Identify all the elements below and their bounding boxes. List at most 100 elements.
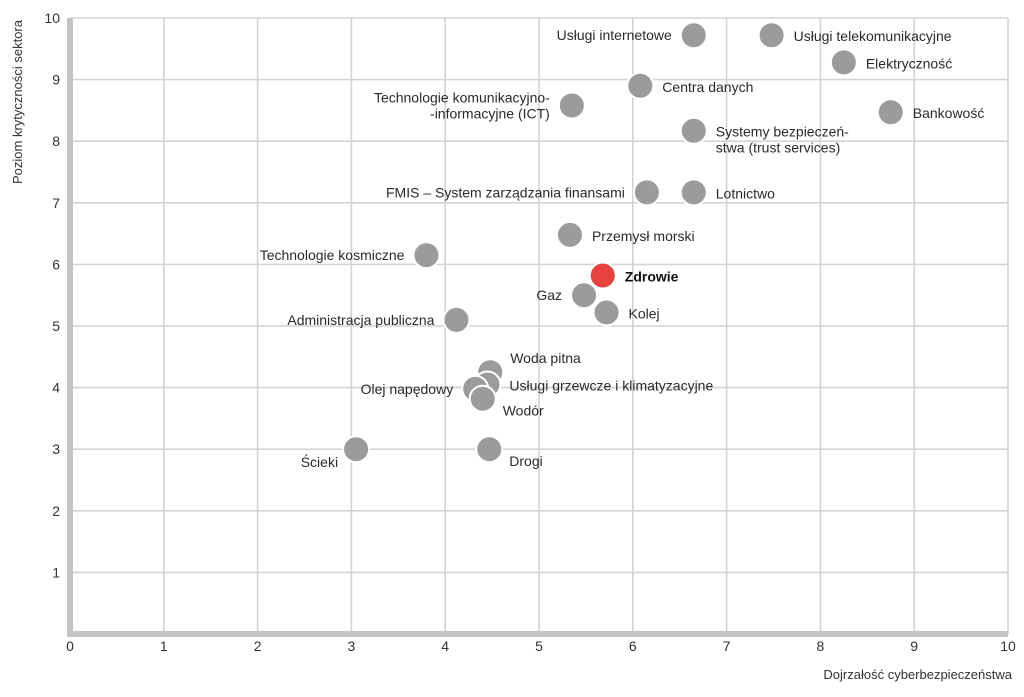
x-tick-label: 0 (66, 638, 74, 654)
y-axis-label: Poziom krytyczności sektora (10, 19, 25, 184)
point-marker (592, 298, 621, 327)
data-point: Gaz (536, 281, 599, 310)
x-tick-label: 6 (629, 638, 637, 654)
point-label-line: Drogi (509, 453, 542, 469)
point-label: Technologie komunikacyjno--informacyjne … (374, 89, 550, 121)
point-label: Drogi (509, 453, 542, 469)
point-label: FMIS – System zarządzania finansami (386, 184, 625, 200)
data-point: FMIS – System zarządzania finansami (386, 178, 661, 207)
point-label: Woda pitna (510, 350, 581, 366)
point-label-line: -informacyjne (ICT) (430, 105, 550, 121)
point-label-line: Zdrowie (625, 268, 679, 284)
point-marker (757, 21, 786, 50)
highlight-point-marker (588, 261, 617, 290)
point-label: Zdrowie (625, 268, 679, 284)
point-marker (412, 241, 441, 270)
x-tick-label: 4 (441, 638, 449, 654)
point-label-line: Technologie kosmiczne (260, 247, 405, 263)
y-tick-label: 9 (52, 72, 60, 88)
point-label: Technologie kosmiczne (260, 247, 405, 263)
point-label-line: Systemy bezpieczeń- (716, 124, 849, 140)
point-marker (342, 435, 371, 464)
point-marker (442, 305, 471, 334)
point-label-line: Administracja publiczna (287, 312, 434, 328)
point-marker (679, 21, 708, 50)
point-marker (829, 48, 858, 77)
point-label: Centra danych (662, 79, 753, 95)
point-label-line: Technologie komunikacyjno- (374, 89, 550, 105)
y-tick-label: 7 (52, 195, 60, 211)
data-point: Usługi internetowe (557, 21, 708, 50)
point-marker (626, 71, 655, 100)
point-label-line: Lotnictwo (716, 185, 775, 201)
x-tick-label: 7 (723, 638, 731, 654)
x-tick-label: 8 (817, 638, 825, 654)
point-marker (632, 178, 661, 207)
data-point: Lotnictwo (679, 178, 775, 207)
tick-labels: 0 1 2 3 4 5 6 7 8 9 10 1 2 3 4 5 6 7 8 9 10 (44, 10, 1016, 654)
point-label-line: Woda pitna (510, 350, 581, 366)
point-marker (557, 91, 586, 120)
x-tick-label: 1 (160, 638, 168, 654)
point-label: Elektryczność (866, 55, 952, 71)
y-tick-label: 4 (52, 380, 60, 396)
point-marker (876, 98, 905, 127)
data-point: Wodór (468, 384, 544, 419)
point-label: Usługi internetowe (557, 27, 672, 43)
point-marker (475, 435, 504, 464)
point-label-line: Centra danych (662, 79, 753, 95)
y-tick-label: 1 (52, 564, 60, 580)
y-tick-label: 5 (52, 318, 60, 334)
point-label: Usługi telekomunikacyjne (794, 28, 952, 44)
point-label-line: Przemysł morski (592, 228, 695, 244)
data-point: Technologie komunikacyjno--informacyjne … (374, 89, 586, 121)
data-point: Kolej (592, 298, 660, 327)
point-label: Administracja publiczna (287, 312, 434, 328)
point-label-line: Kolej (629, 305, 660, 321)
data-point: Usługi grzewcze i klimatyzacyjne (473, 370, 713, 399)
point-label: Gaz (536, 287, 562, 303)
point-label-line: FMIS – System zarządzania finansami (386, 184, 625, 200)
y-tick-label: 2 (52, 503, 60, 519)
point-marker (679, 116, 708, 145)
data-point: Administracja publiczna (287, 305, 471, 334)
point-label: Bankowość (913, 105, 985, 121)
point-marker (468, 384, 497, 413)
point-label-line: stwa (trust services) (716, 140, 840, 156)
data-point: Technologie kosmiczne (260, 241, 441, 270)
point-label-line: Wodór (503, 403, 544, 419)
data-point: Zdrowie (588, 261, 679, 290)
x-tick-label: 3 (348, 638, 356, 654)
data-point: Systemy bezpieczeń-stwa (trust services) (679, 116, 849, 156)
point-label: Ścieki (301, 453, 338, 470)
point-label-line: Bankowość (913, 105, 985, 121)
point-label: Kolej (629, 305, 660, 321)
point-label-line: Usługi internetowe (557, 27, 672, 43)
point-label-line: Elektryczność (866, 55, 952, 71)
x-tick-label: 2 (254, 638, 262, 654)
point-label: Wodór (503, 403, 544, 419)
axes (67, 18, 1008, 637)
x-tick-label: 5 (535, 638, 543, 654)
point-label: Systemy bezpieczeń-stwa (trust services) (716, 124, 849, 156)
point-label: Lotnictwo (716, 185, 775, 201)
y-tick-label: 3 (52, 441, 60, 457)
data-points: Usługi internetowe Usługi telekomunikacyj… (260, 21, 985, 470)
grid (70, 17, 1009, 634)
data-point: Drogi (475, 435, 543, 469)
point-marker (555, 220, 584, 249)
x-axis-label: Dojrzałość cyberbezpieczeństwa (823, 667, 1012, 682)
y-tick-label: 6 (52, 256, 60, 272)
point-label: Olej napędowy (361, 381, 454, 397)
x-tick-label: 10 (1000, 638, 1016, 654)
data-point: Bankowość (876, 98, 985, 127)
data-point: Ścieki (301, 435, 371, 470)
point-label: Usługi grzewcze i klimatyzacyjne (509, 378, 713, 394)
point-label: Przemysł morski (592, 228, 695, 244)
point-label-line: Olej napędowy (361, 381, 454, 397)
point-label-line: Ścieki (301, 453, 338, 470)
data-point: Centra danych (626, 71, 753, 100)
data-point: Usługi telekomunikacyjne (757, 21, 952, 50)
point-label-line: Gaz (536, 287, 562, 303)
y-tick-label: 8 (52, 133, 60, 149)
